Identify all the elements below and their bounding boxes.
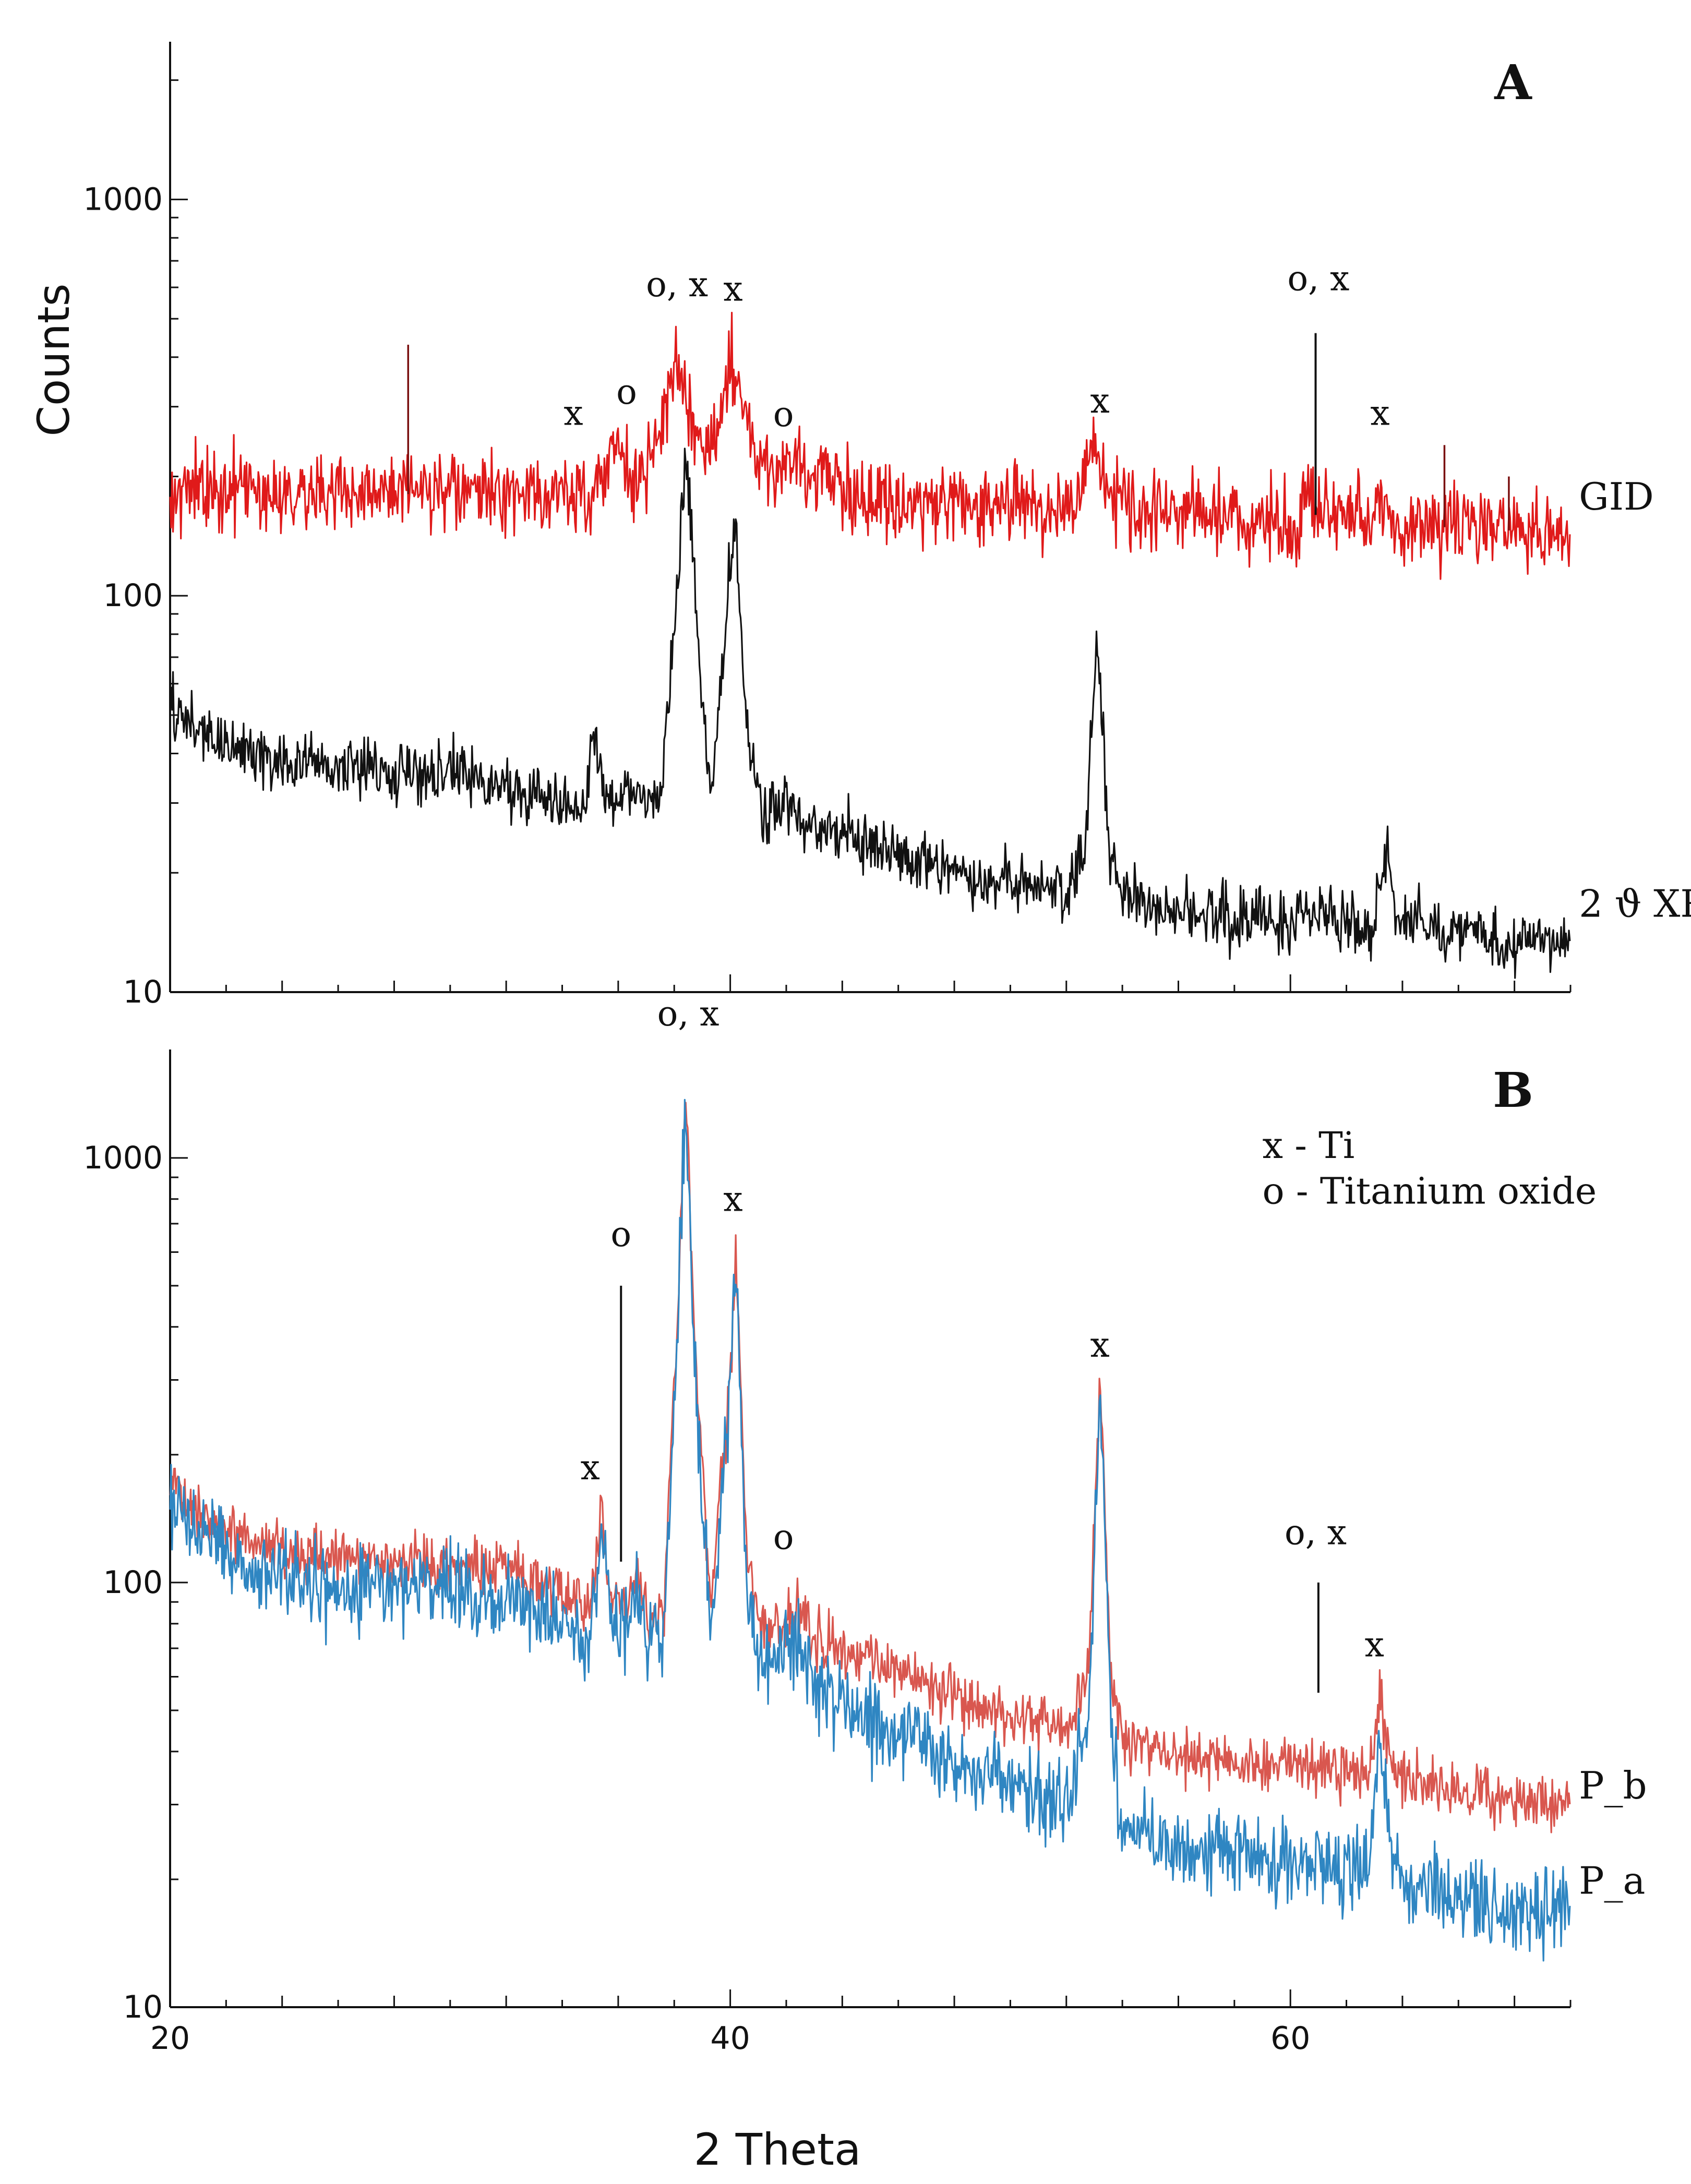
peak-annotation: o, x [1287,258,1349,298]
panel-label: B [1493,1062,1533,1118]
y-tick-label: 10 [123,974,163,1010]
peak-annotation: x [723,1179,742,1220]
y-tick-label: 100 [103,1564,163,1601]
y-tick-label: 100 [103,577,163,614]
series-line-p-b [169,1102,1571,1833]
peak-annotation: x [581,1447,600,1488]
peak-annotation: o [773,1517,794,1557]
x-axis-title: 2 Theta [694,2124,861,2175]
x-tick-label: 40 [710,2020,750,2057]
x-tick-label: 60 [1270,2020,1310,2057]
series-label: P_b [1579,1764,1647,1807]
legend-entry: o - Titanium oxide [1263,1170,1597,1213]
peak-annotation: o, x [646,264,708,305]
peak-annotation: o [616,372,637,412]
peak-annotation: o, x [657,994,719,1034]
legend-entry: x - Ti [1263,1124,1355,1167]
series-label: P_a [1579,1859,1645,1902]
panel-label: A [1494,54,1532,111]
panel-b: 10 100 1000 20 40 60 o, x o x x o x o, x x P_b P_a x - T… [83,994,1647,2057]
x-tick-label: 20 [150,2020,190,2057]
series-line-2-xrd [169,448,1571,979]
peak-annotation: x [563,393,583,433]
peak-annotation: x [1365,1624,1384,1664]
peak-annotation: x [1370,393,1389,433]
peak-annotation: x [1090,381,1110,421]
peak-annotation: o [773,394,794,435]
series-label: GID [1579,475,1654,518]
peak-annotation: x [1090,1325,1110,1365]
y-tick-label: 10 [123,1989,163,2025]
peak-annotation: o [610,1214,631,1254]
series-line-gid [169,311,1571,580]
peak-annotation: x [723,269,742,309]
peak-annotation: o, x [1285,1513,1347,1553]
y-axis-title: Counts [28,283,79,436]
series-line-p-a [169,1099,1571,1962]
y-tick-label: 1000 [83,181,163,218]
series-label: 2 ϑ XRD [1579,882,1691,925]
y-tick-label: 1000 [83,1140,163,1176]
